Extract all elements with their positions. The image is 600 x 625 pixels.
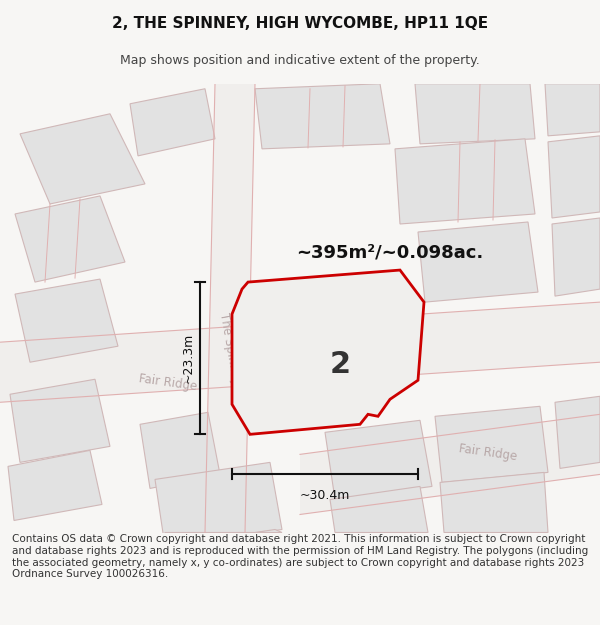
Text: Fair Ridge: Fair Ridge (138, 372, 198, 392)
Polygon shape (418, 222, 538, 302)
Polygon shape (15, 279, 118, 362)
Polygon shape (20, 114, 145, 204)
Polygon shape (395, 139, 535, 224)
Polygon shape (325, 420, 432, 499)
Polygon shape (8, 451, 102, 521)
Polygon shape (232, 270, 424, 434)
Polygon shape (0, 84, 600, 532)
Polygon shape (255, 84, 390, 149)
Text: The Spinney: The Spinney (217, 312, 243, 386)
Polygon shape (10, 379, 110, 462)
Polygon shape (155, 462, 282, 546)
Polygon shape (548, 136, 600, 218)
Polygon shape (15, 196, 125, 282)
Polygon shape (300, 414, 600, 514)
Polygon shape (440, 472, 548, 532)
Polygon shape (330, 486, 428, 532)
Text: Contains OS data © Crown copyright and database right 2021. This information is : Contains OS data © Crown copyright and d… (12, 534, 588, 579)
Text: 2, THE SPINNEY, HIGH WYCOMBE, HP11 1QE: 2, THE SPINNEY, HIGH WYCOMBE, HP11 1QE (112, 16, 488, 31)
Text: ~23.3m: ~23.3m (182, 333, 195, 383)
Polygon shape (435, 406, 548, 482)
Polygon shape (552, 218, 600, 296)
Polygon shape (140, 412, 220, 488)
Polygon shape (555, 396, 600, 468)
Text: ~30.4m: ~30.4m (300, 489, 350, 502)
Polygon shape (545, 84, 600, 136)
Polygon shape (0, 302, 600, 402)
Text: Map shows position and indicative extent of the property.: Map shows position and indicative extent… (120, 54, 480, 67)
Polygon shape (162, 529, 282, 546)
Text: Fair Ridge: Fair Ridge (458, 442, 518, 463)
Text: ~395m²/~0.098ac.: ~395m²/~0.098ac. (296, 243, 484, 261)
Polygon shape (205, 84, 255, 532)
Polygon shape (415, 84, 535, 144)
Polygon shape (130, 89, 215, 156)
Text: 2: 2 (329, 350, 350, 379)
